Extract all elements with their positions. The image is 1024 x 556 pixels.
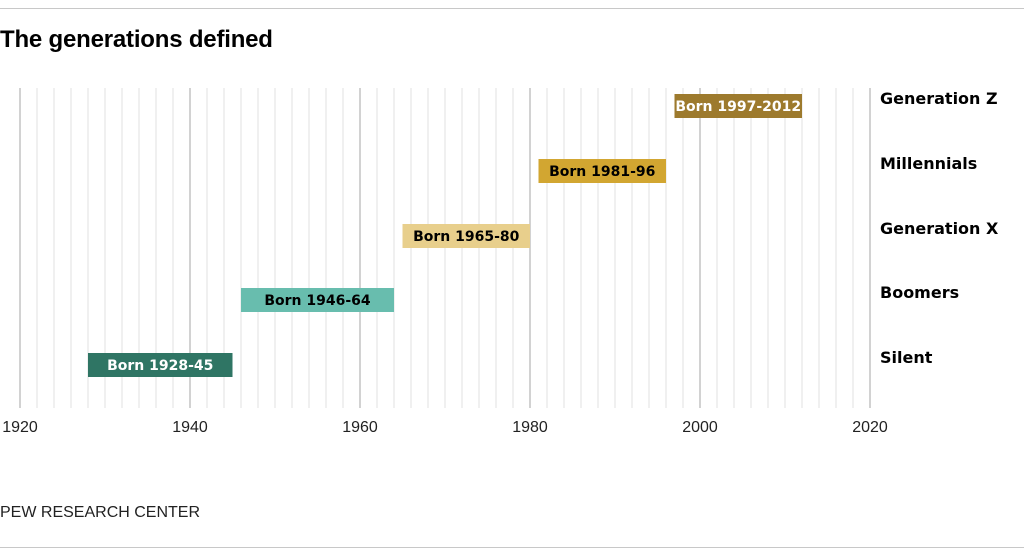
x-tick-label: 2000 (682, 419, 718, 436)
generation-label: Generation X (880, 219, 999, 238)
generation-label: Boomers (880, 283, 959, 302)
source-note: PEW RESEARCH CENTER (0, 504, 201, 521)
x-tick-label: 2020 (852, 419, 888, 436)
generation-label: Millennials (880, 154, 977, 173)
chart-title: The generations defined (0, 26, 273, 53)
bar-generation-x (402, 224, 530, 248)
bar-silent (88, 353, 233, 377)
bar-generation-z (674, 94, 802, 118)
bar-data-label: Born 1965-80 (413, 229, 520, 245)
x-tick-label: 1920 (2, 419, 38, 436)
x-tick-label: 1940 (172, 419, 208, 436)
bar-data-label: Born 1981-96 (549, 164, 655, 180)
x-tick-label: 1980 (512, 419, 548, 436)
bar-data-label: Born 1997-2012 (675, 99, 801, 115)
bar-data-label: Born 1928-45 (107, 358, 213, 374)
bottom-rule (0, 547, 1024, 548)
x-tick-label: 1960 (342, 419, 378, 436)
top-rule (0, 8, 1024, 9)
generation-label: Generation Z (880, 89, 998, 108)
bar-boomers (241, 288, 394, 312)
bar-millennials (538, 159, 666, 183)
generation-label: Silent (880, 348, 933, 367)
bar-data-label: Born 1946-64 (264, 293, 371, 309)
